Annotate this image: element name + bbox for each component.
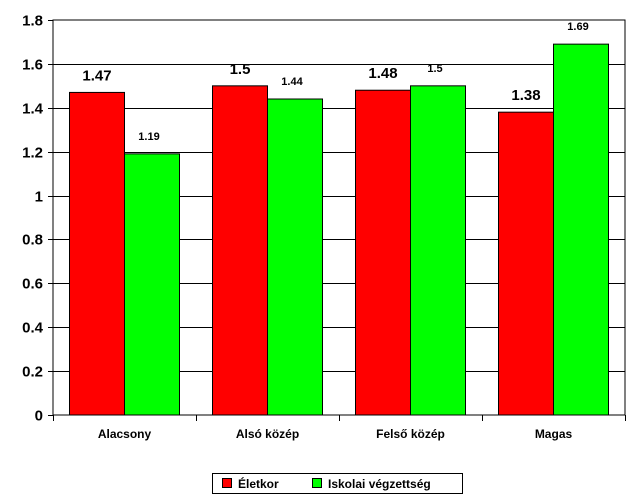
axes: 0 0.2 0.4 0.6 0.8 1 1.2 1.4 1.6 1.8 Alacsony Alsó k… <box>22 13 626 441</box>
y-tick-label: 0.8 <box>22 232 43 249</box>
data-label: 1.69 <box>567 21 588 33</box>
y-tick-label: 1.6 <box>22 57 43 74</box>
data-label: 1.38 <box>511 87 540 104</box>
x-tick-label: Magas <box>535 427 573 441</box>
data-labels: 1.47 1.19 1.5 1.44 1.48 1.5 1.38 1.69 <box>82 21 588 143</box>
bar <box>267 98 323 416</box>
legend: Életkor Iskolai végzettség <box>212 473 463 494</box>
data-label: 1.44 <box>281 76 303 88</box>
y-tick-label: 0 <box>35 408 43 425</box>
data-label: 1.48 <box>368 65 397 82</box>
bar <box>355 89 411 416</box>
bar <box>410 85 466 416</box>
y-tick-label: 1 <box>35 189 43 206</box>
bar <box>212 85 268 416</box>
legend-swatch <box>312 478 322 488</box>
y-tick-label: 1.2 <box>22 145 43 162</box>
data-label: 1.5 <box>427 63 442 75</box>
x-tick-label: Felső közép <box>376 427 445 441</box>
data-label: 1.19 <box>138 131 159 143</box>
x-tick-label: Alsó közép <box>236 427 299 441</box>
y-tick-label: 0.6 <box>22 276 43 293</box>
y-tick-label: 0.2 <box>22 364 43 381</box>
y-tick-label: 1.8 <box>22 13 43 30</box>
legend-label: Iskolai végzettség <box>328 477 431 491</box>
bar <box>553 43 609 416</box>
x-tick-label: Alacsony <box>98 427 152 441</box>
data-label: 1.5 <box>230 61 251 78</box>
bar <box>124 153 180 416</box>
y-tick-label: 0.4 <box>22 320 44 337</box>
bar <box>498 111 554 416</box>
bars <box>69 43 609 416</box>
legend-swatch <box>222 478 232 488</box>
y-tick-label: 1.4 <box>22 101 44 118</box>
legend-box <box>212 473 463 494</box>
bar <box>69 91 125 416</box>
legend-label: Életkor <box>238 476 279 491</box>
data-label: 1.47 <box>82 67 111 84</box>
